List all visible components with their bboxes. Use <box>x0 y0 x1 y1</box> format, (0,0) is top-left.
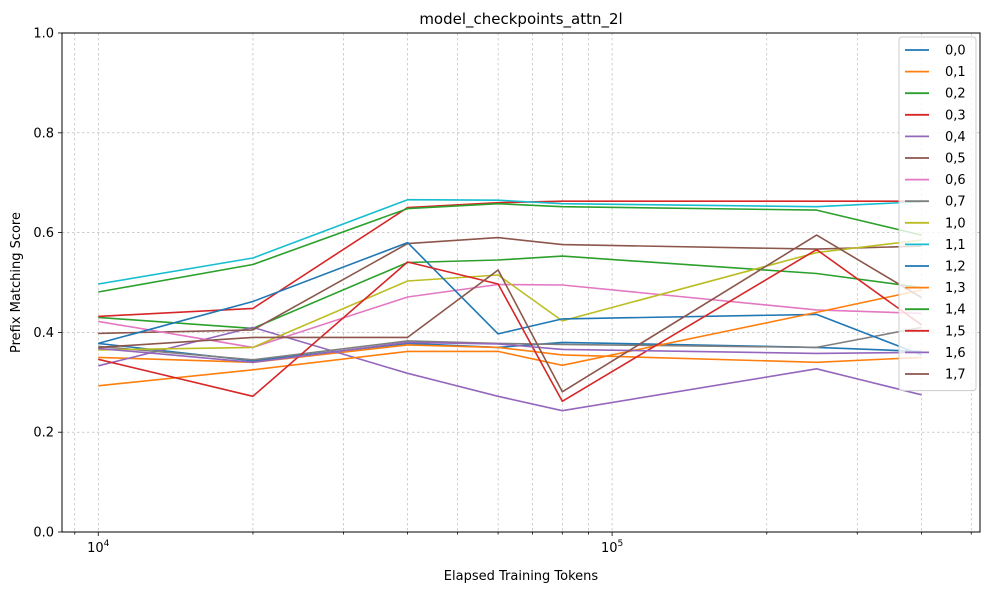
legend-label: 0,3 <box>945 108 966 123</box>
legend-label: 1,0 <box>945 216 966 231</box>
series-line-1-6 <box>98 341 922 364</box>
series-line-1-4 <box>98 202 922 293</box>
series-line-1-7 <box>98 234 922 393</box>
y-tick-label: 0.8 <box>33 126 54 141</box>
series-layer <box>98 198 922 412</box>
series-line-1-2 <box>98 241 922 356</box>
legend-label: 1,7 <box>945 368 966 383</box>
plot-frame <box>61 32 981 533</box>
series-line-1-0 <box>98 239 922 351</box>
legend-label: 0,2 <box>945 87 966 102</box>
axes: 104 105 0.0 0.2 0.4 0.6 0.8 1.0 <box>33 27 972 556</box>
legend-box <box>898 36 977 392</box>
series-line-0-2 <box>98 255 922 330</box>
legend-label: 0,7 <box>945 195 966 210</box>
legend-label: 1,3 <box>945 281 966 296</box>
y-tick-label: 0.6 <box>33 226 54 241</box>
legend-label: 1,1 <box>945 238 966 253</box>
legend-label: 1,5 <box>945 324 966 339</box>
series-line-1-5 <box>98 248 922 403</box>
legend-label: 1,6 <box>945 346 966 361</box>
series-line-1-3 <box>98 289 922 387</box>
y-tick-label: 0.2 <box>33 426 54 441</box>
x-tick-label: 104 <box>87 539 110 556</box>
legend-label: 1,4 <box>945 303 966 318</box>
chart-title: model_checkpoints_attn_2l <box>419 10 622 29</box>
y-axis-label: Prefix Matching Score <box>9 212 24 353</box>
series-line-1-1 <box>98 198 922 285</box>
y-tick-label: 1.0 <box>33 27 54 42</box>
legend-label: 0,1 <box>945 65 966 80</box>
x-axis-label: Elapsed Training Tokens <box>444 569 599 584</box>
legend-label: 0,0 <box>945 44 966 59</box>
x-tick-label: 105 <box>601 539 623 556</box>
legend-label: 1,2 <box>945 260 966 275</box>
y-tick-label: 0.0 <box>33 526 54 541</box>
series-line-0-4 <box>98 326 922 412</box>
legend-label: 0,5 <box>945 152 966 167</box>
y-tick-label: 0.4 <box>33 326 54 341</box>
legend-label: 0,6 <box>945 173 966 188</box>
legend-label: 0,4 <box>945 130 966 145</box>
legend: 0,0 0,1 0,2 0,3 0,4 0,5 0,6 0,7 1,0 1,1 1,2 1,3 1,4 1… <box>898 36 977 392</box>
series-line-0-3 <box>98 200 922 318</box>
